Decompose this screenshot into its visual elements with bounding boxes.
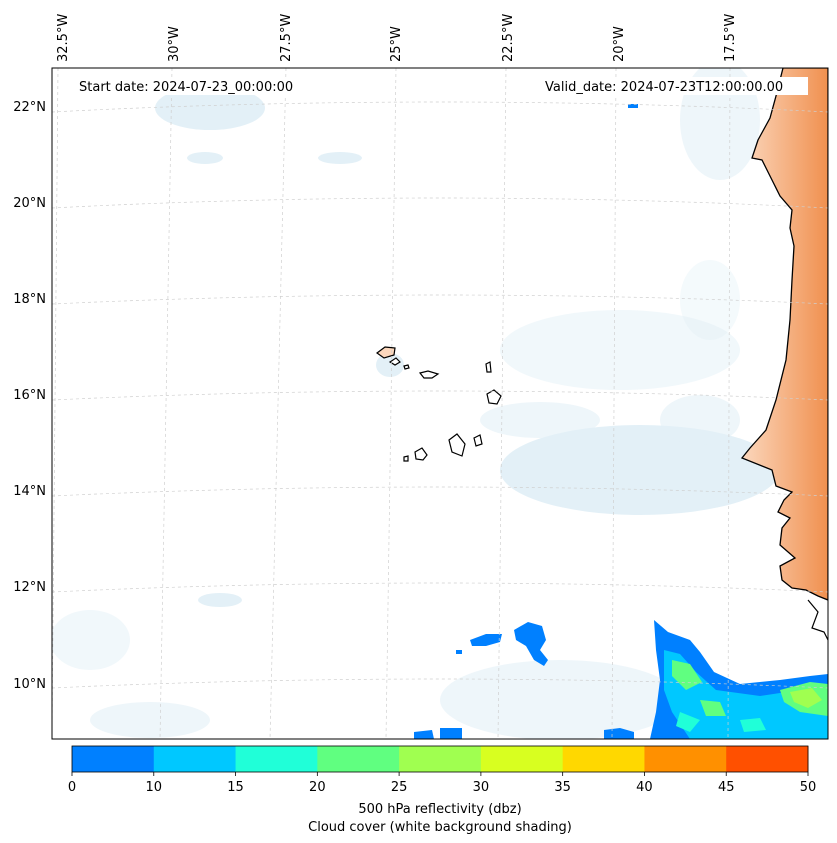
- colorbar-tick-label: 40: [636, 780, 653, 795]
- lat-label: 18°N: [13, 292, 46, 307]
- gridlines: [52, 68, 828, 739]
- valid-date-label: Valid_date: 2024-07-23T12:00:00.00: [545, 80, 783, 95]
- colorbar-segment: [235, 746, 318, 772]
- latitude-labels: 22°N 20°N 18°N 16°N 14°N 12°N 10°N: [13, 100, 46, 692]
- colorbar-title: 500 hPa reflectivity (dbz): [358, 802, 521, 817]
- lon-label: 30°W: [167, 26, 182, 62]
- colorbar-ticks: 0 10 15 20 25 30 35 40 45 50: [68, 772, 816, 795]
- lat-label: 12°N: [13, 580, 46, 595]
- colorbar-tick-label: 10: [146, 780, 163, 795]
- cloud-cover-shading: [52, 68, 780, 739]
- colorbar-subtitle: Cloud cover (white background shading): [308, 820, 572, 835]
- lon-label: 17.5°W: [723, 14, 738, 62]
- lon-label: 25°W: [389, 26, 404, 62]
- colorbar-tick-label: 45: [718, 780, 735, 795]
- cape-verde-islands: [375, 346, 502, 462]
- colorbar-segments: [72, 746, 809, 772]
- colorbar-segment: [317, 746, 400, 772]
- lat-label: 20°N: [13, 196, 46, 211]
- map-background: [52, 68, 828, 739]
- colorbar-tick-label: 15: [227, 780, 244, 795]
- lon-label: 22.5°W: [501, 14, 516, 62]
- africa-landmass: [740, 68, 828, 601]
- lon-label: 27.5°W: [279, 14, 294, 62]
- colorbar-segment: [726, 746, 809, 772]
- colorbar-segment: [399, 746, 482, 772]
- colorbar-segment: [153, 746, 237, 772]
- reflectivity-field: [414, 104, 828, 739]
- colorbar-segment: [480, 746, 564, 772]
- colorbar-segment: [72, 746, 155, 772]
- colorbar-frame: [71, 745, 809, 773]
- colorbar-segment: [562, 746, 645, 772]
- start-date-label: Start date: 2024-07-23_00:00:00: [79, 80, 293, 95]
- africa-coast-south: [807, 599, 828, 641]
- colorbar-tick-label: 30: [473, 780, 490, 795]
- colorbar-tick-label: 0: [68, 780, 76, 795]
- colorbar-tick-label: 50: [800, 780, 817, 795]
- valid-date-box: [540, 77, 808, 95]
- start-date-box: [74, 77, 314, 95]
- colorbar-segment: [644, 746, 727, 772]
- lat-label: 14°N: [13, 484, 46, 499]
- lat-label: 22°N: [13, 100, 46, 115]
- colorbar-tick-label: 25: [391, 780, 408, 795]
- map-frame: [51, 67, 829, 740]
- lon-label: 32.5°W: [56, 14, 71, 62]
- reflectivity-colorbar: 0 10 15 20 25 30 35 40 45 50 500 hPa reflectivity…: [68, 745, 816, 835]
- lat-label: 16°N: [13, 388, 46, 403]
- colorbar-tick-label: 35: [554, 780, 571, 795]
- colorbar-tick-label: 20: [309, 780, 326, 795]
- longitude-labels: 32.5°W 30°W 27.5°W 25°W 22.5°W 20°W 17.5…: [56, 14, 738, 62]
- lon-label: 20°W: [612, 26, 627, 62]
- lat-label: 10°N: [13, 677, 46, 692]
